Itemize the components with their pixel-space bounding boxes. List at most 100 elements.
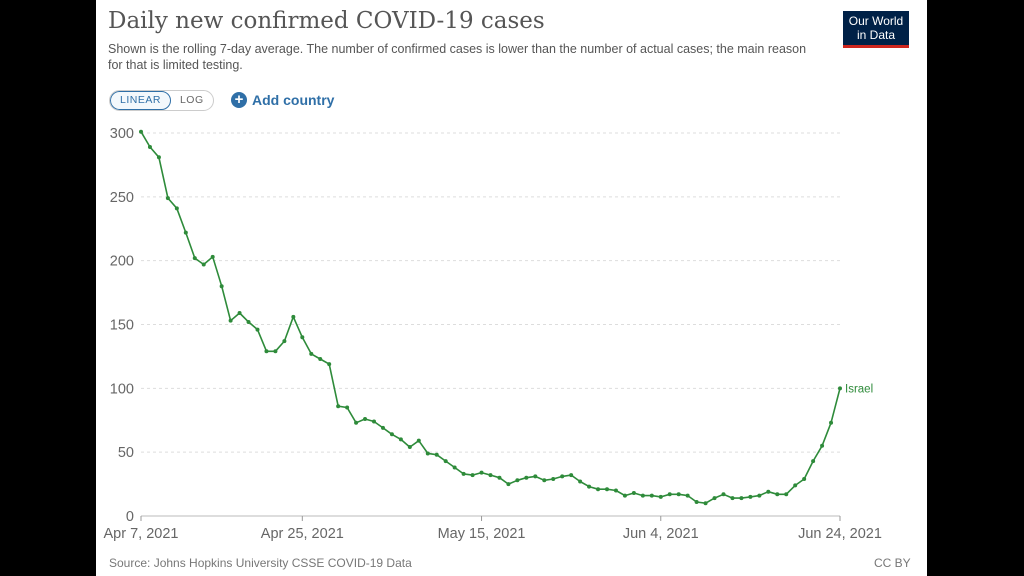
data-point: [174, 206, 179, 211]
linear-scale-button[interactable]: LINEAR: [110, 91, 171, 110]
series-line-israel: [140, 131, 841, 505]
data-point: [793, 483, 798, 488]
add-country-button[interactable]: + Add country: [231, 90, 334, 110]
data-point: [264, 349, 269, 354]
line-chart: 0 50 100 150 200 250 300 Apr 7, 2021 Apr 25, 202…: [104, 126, 882, 542]
data-point: [730, 496, 735, 501]
data-point: [569, 473, 574, 478]
logo-line-1: Our World: [848, 14, 904, 28]
y-tick-label: 0: [126, 509, 134, 525]
y-tick-label: 300: [110, 126, 134, 142]
data-point: [434, 452, 439, 457]
data-point: [291, 314, 296, 319]
data-point: [622, 493, 627, 498]
logo-accent-bar: [843, 45, 909, 48]
data-point: [613, 488, 618, 493]
data-point: [461, 471, 466, 476]
chart-title: Daily new confirmed COVID-19 cases: [108, 8, 545, 34]
series-label-israel: Israel: [845, 383, 873, 395]
data-point: [524, 475, 529, 480]
data-point: [775, 492, 780, 497]
y-tick-label: 100: [110, 381, 134, 397]
data-point: [228, 318, 233, 323]
data-point: [658, 494, 663, 499]
data-point: [802, 476, 807, 481]
license-link[interactable]: CC BY: [874, 556, 911, 570]
data-point: [219, 284, 224, 289]
data-point: [201, 262, 206, 267]
data-point: [139, 129, 143, 134]
source-note[interactable]: Source: Johns Hopkins University CSSE CO…: [109, 556, 412, 570]
axis-layer: 0 50 100 150 200 250 300 Apr 7, 2021 Apr 25, 202…: [104, 126, 882, 542]
data-point: [703, 501, 708, 506]
data-point: [757, 493, 762, 498]
data-point: [766, 489, 771, 494]
data-point: [354, 420, 359, 425]
data-point: [820, 443, 825, 448]
x-tick-label: Jun 24, 2021: [798, 526, 882, 542]
data-point: [838, 386, 842, 391]
data-point: [479, 470, 484, 475]
y-tick-label: 150: [110, 318, 134, 334]
data-point: [649, 493, 654, 498]
logo-line-2: in Data: [856, 28, 896, 42]
data-point: [407, 445, 412, 450]
data-point: [147, 145, 152, 150]
data-point: [811, 459, 816, 464]
data-point: [398, 437, 403, 442]
data-point: [183, 230, 188, 235]
data-point: [327, 362, 332, 367]
data-point: [605, 487, 609, 492]
y-tick-label: 50: [118, 445, 134, 461]
data-point: [282, 339, 287, 344]
data-point: [712, 496, 717, 501]
data-point: [273, 349, 278, 354]
data-point: [470, 473, 475, 478]
data-point: [506, 482, 511, 487]
data-point: [255, 327, 260, 332]
data-point: [192, 256, 197, 261]
data-point: [596, 487, 601, 492]
x-tick-label: Apr 7, 2021: [104, 526, 179, 542]
data-point: [533, 474, 538, 479]
x-tick-label: Apr 25, 2021: [261, 526, 344, 542]
series-layer: Israel: [139, 129, 873, 506]
data-point: [829, 420, 834, 425]
data-point: [694, 499, 699, 504]
data-point: [165, 196, 170, 201]
data-point: [497, 475, 502, 480]
log-scale-button[interactable]: LOG: [179, 94, 204, 106]
data-point: [309, 351, 314, 356]
data-point: [685, 493, 690, 498]
data-point: [640, 493, 645, 498]
data-point: [542, 478, 547, 483]
data-point: [416, 438, 421, 443]
data-point: [345, 405, 350, 410]
grid-layer: [141, 132, 840, 517]
data-point: [721, 492, 726, 497]
data-point: [156, 155, 161, 160]
data-point: [363, 416, 368, 421]
x-tick-label: Jun 4, 2021: [623, 526, 699, 542]
data-point: [300, 335, 305, 340]
data-point: [318, 356, 323, 361]
data-point: [336, 404, 341, 409]
scale-toggle: LINEAR LOG: [109, 90, 214, 111]
chart-panel: Daily new confirmed COVID-19 cases Shown…: [96, 0, 927, 576]
data-point: [246, 319, 251, 324]
data-point: [237, 311, 242, 316]
data-point: [631, 491, 636, 496]
data-point: [452, 465, 457, 470]
data-point: [560, 474, 565, 479]
y-tick-label: 250: [110, 190, 134, 206]
data-point: [784, 492, 789, 497]
data-point: [443, 459, 448, 464]
owid-logo[interactable]: Our World in Data: [843, 11, 909, 48]
data-point: [425, 451, 430, 456]
data-point: [380, 425, 385, 430]
data-point: [587, 484, 592, 489]
data-point: [210, 254, 215, 259]
x-tick-label: May 15, 2021: [438, 526, 526, 542]
chart-subtitle: Shown is the rolling 7-day average. The …: [108, 42, 807, 72]
data-point: [676, 492, 681, 497]
